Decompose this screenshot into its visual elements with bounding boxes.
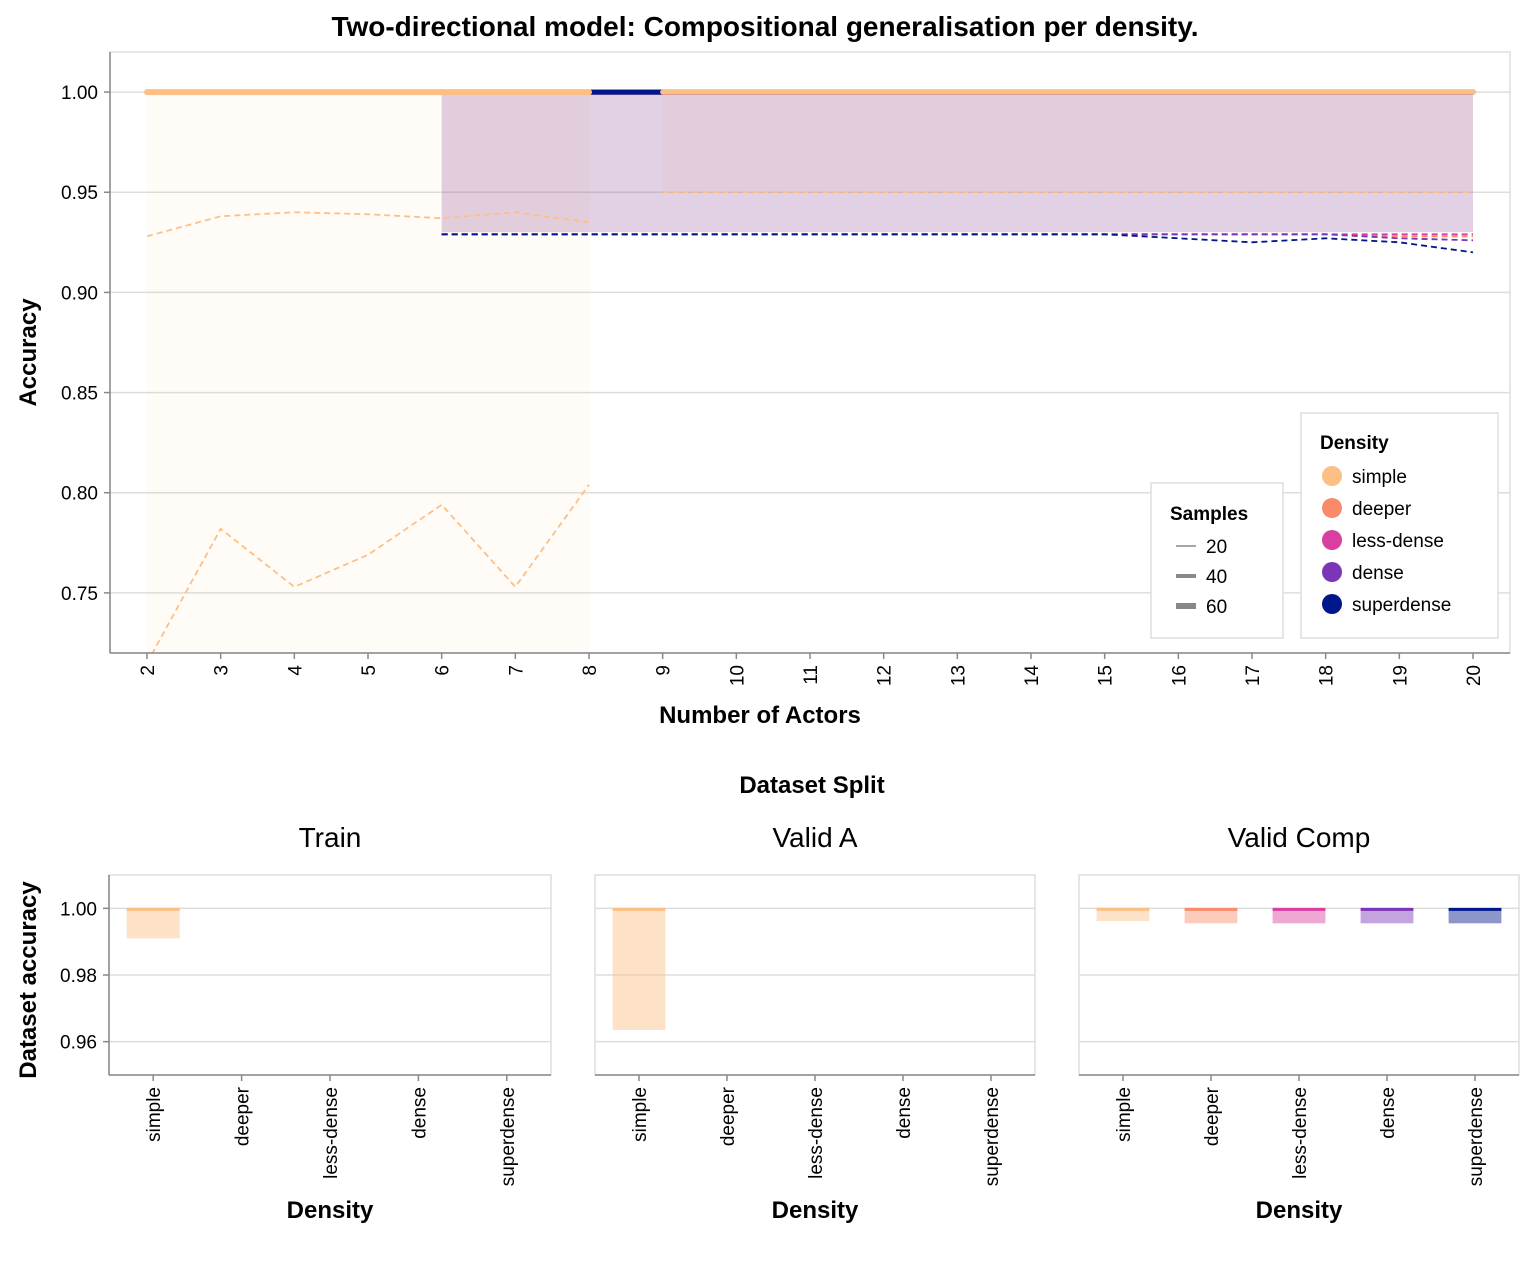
bar-simple — [612, 908, 666, 1030]
chart-title: Two-directional model: Compositional gen… — [331, 11, 1198, 42]
x-tick-label: dense — [1378, 1087, 1399, 1139]
legend-samples-box — [1150, 482, 1284, 639]
legend-density-label: simple — [1352, 467, 1407, 488]
legend-samples: Samples 20 40 60 — [1150, 482, 1284, 639]
band-simple — [662, 92, 1473, 193]
x-tick-label: 19 — [1390, 665, 1411, 686]
x-tick-label: less-dense — [321, 1087, 342, 1179]
x-tick-label: 20 — [1464, 665, 1485, 686]
x-tick-label: deeper — [233, 1086, 254, 1146]
legend-density-label: dense — [1352, 563, 1404, 584]
x-tick-label: superdense — [498, 1087, 519, 1186]
x-tick-label: dense — [894, 1087, 915, 1139]
bar-deeper — [1184, 908, 1238, 924]
x-tick-label: 12 — [875, 665, 896, 686]
y-tick-label: 1.00 — [61, 83, 98, 104]
bar-y-axis-title: Dataset accuracy — [15, 881, 42, 1079]
x-tick-label: 18 — [1317, 665, 1338, 686]
facet-train: Train 0.96 0.98 1.00 simple deeper less-dense d… — [60, 822, 552, 1224]
x-tick-label: 16 — [1169, 665, 1190, 686]
bar-facets: Dataset accuracy Train 0.96 0.98 1.00 simple d… — [15, 822, 1520, 1224]
y-tick-label: 0.90 — [61, 283, 98, 304]
bar-simple — [1096, 908, 1150, 921]
x-tick-label: 8 — [580, 665, 601, 676]
x-tick-label: deeper — [1202, 1086, 1223, 1146]
legend-density-label: less-dense — [1352, 531, 1444, 552]
legend-density-swatch-superdense — [1322, 594, 1342, 614]
x-tick-label: 14 — [1022, 665, 1043, 687]
legend-density-swatch-less-dense — [1322, 530, 1342, 550]
legend-samples-label: 60 — [1206, 597, 1227, 618]
dataset-split-title: Dataset Split — [739, 772, 884, 799]
x-tick-label: less-dense — [806, 1087, 827, 1179]
x-tick-label: 13 — [948, 665, 969, 686]
x-tick-label: less-dense — [1290, 1087, 1311, 1179]
band-superdense — [441, 92, 1474, 233]
facet-x-axis-title: Density — [1256, 1197, 1343, 1224]
bar-dense — [1360, 908, 1414, 924]
y-tick-label: 1.00 — [60, 899, 97, 920]
band-simple — [147, 92, 589, 653]
x-tick-label: 17 — [1243, 665, 1264, 686]
facet-title: Valid Comp — [1228, 822, 1371, 853]
y-tick-label: 0.80 — [61, 484, 98, 505]
x-tick-label: superdense — [1466, 1087, 1487, 1186]
facet-title: Valid A — [772, 822, 857, 853]
x-tick-label: 6 — [433, 665, 454, 676]
facet-valid-comp: Valid Comp simple deeper less-dense dense sup… — [1078, 822, 1520, 1224]
legend-density-swatch-deeper — [1322, 498, 1342, 518]
x-tick-label: 4 — [285, 665, 306, 676]
band-less-dense — [441, 92, 1474, 233]
bound-line-simple — [146, 211, 590, 238]
y-tick-label: 0.95 — [61, 183, 98, 204]
band-deeper — [441, 92, 1474, 233]
bar-superdense — [1448, 908, 1502, 924]
bar-less-dense — [1272, 908, 1326, 924]
y-tick-label: 0.96 — [60, 1033, 97, 1054]
legend-density-label: superdense — [1352, 595, 1451, 616]
x-tick-label: 11 — [801, 665, 822, 685]
bar-simple — [126, 908, 180, 939]
y-tick-label: 0.75 — [61, 584, 98, 605]
x-tick-label: deeper — [718, 1086, 739, 1146]
x-tick-label: 2 — [138, 665, 159, 676]
bound-line-superdense — [441, 233, 1474, 254]
bound-line-simple — [151, 484, 590, 653]
x-tick-label: simple — [1114, 1087, 1135, 1142]
facet-title: Train — [299, 822, 362, 853]
legend-samples-title: Samples — [1170, 504, 1248, 525]
x-tick-label: 10 — [727, 665, 748, 686]
x-tick-label: superdense — [982, 1087, 1003, 1186]
legend-density-title: Density — [1320, 433, 1389, 454]
legend-density: Density simple deeper less-dense dense superd… — [1300, 412, 1499, 639]
facet-valid-a: Valid A simple deeper less-dense dense superd… — [594, 822, 1036, 1224]
legend-density-swatch-dense — [1322, 562, 1342, 582]
x-tick-label: 15 — [1096, 665, 1117, 686]
facet-x-axis-title: Density — [287, 1197, 374, 1224]
x-tick-label: 5 — [359, 665, 380, 676]
y-tick-label: 0.85 — [61, 384, 98, 405]
y-axis-title: Accuracy — [15, 298, 42, 407]
x-tick-label: 3 — [212, 665, 233, 676]
x-tick-label: dense — [409, 1087, 430, 1139]
line-chart: 0.75 0.80 0.85 0.90 0.95 1.00 2 3 4 5 6 7 8 9 10 11 12 13… — [15, 51, 1511, 729]
legend-density-swatch-simple — [1322, 466, 1342, 486]
x-tick-label: simple — [630, 1087, 651, 1142]
legend-samples-label: 20 — [1206, 537, 1227, 558]
x-axis-title: Number of Actors — [659, 702, 861, 729]
band-dense — [441, 92, 1474, 233]
x-tick-label: simple — [144, 1087, 165, 1142]
legend-samples-label: 40 — [1206, 567, 1227, 588]
y-tick-label: 0.98 — [60, 966, 97, 987]
x-tick-label: 9 — [654, 665, 675, 676]
series-layer — [144, 89, 1476, 653]
legend-density-label: deeper — [1352, 499, 1412, 520]
facet-x-axis-title: Density — [772, 1197, 859, 1224]
x-tick-label: 7 — [506, 665, 527, 676]
bound-line-dense — [441, 233, 1474, 242]
